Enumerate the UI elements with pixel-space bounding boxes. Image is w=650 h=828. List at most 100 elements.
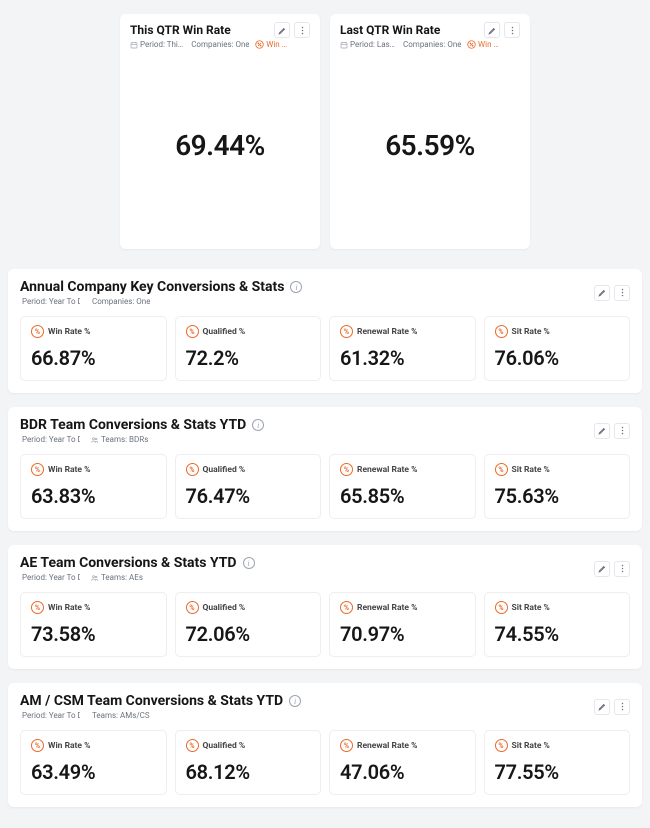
stat-value: 73.58% xyxy=(31,622,156,646)
stat-card: % Qualified % 72.06% xyxy=(175,592,322,657)
companies-icon: Companies: OneUp… xyxy=(189,40,249,49)
stat-value: 72.2% xyxy=(186,346,311,370)
stat-card: % Win Rate % 63.49% xyxy=(20,730,167,795)
stat-value: 76.06% xyxy=(495,346,620,370)
section-scope: Companies: OneUp Sales Demo xyxy=(92,297,150,306)
stat-card: % Sit Rate % 76.06% xyxy=(484,316,631,381)
stat-card: % Win Rate % 66.87% xyxy=(20,316,167,381)
stat-value: 63.49% xyxy=(31,760,156,784)
section-period: Period: Year To Date xyxy=(22,297,80,306)
stat-label: Qualified % xyxy=(203,603,246,613)
more-icon[interactable] xyxy=(504,22,520,38)
more-icon[interactable] xyxy=(614,285,630,301)
stat-card: % Renewal Rate % 61.32% xyxy=(329,316,476,381)
stat-grid: % Win Rate % 73.58% % Qualified % 72.06%… xyxy=(20,592,630,657)
stat-card: % Sit Rate % 77.55% xyxy=(484,730,631,795)
tile-value: 65.59% xyxy=(385,129,475,162)
tile-companies: Companies: OneUp… xyxy=(191,40,249,49)
edit-icon[interactable] xyxy=(594,561,610,577)
teams-icon: Teams: AEs xyxy=(90,573,143,582)
stat-label: Qualified % xyxy=(203,741,246,751)
percent-icon: % xyxy=(340,601,353,614)
teams-icon: Teams: AMs/CSMs xyxy=(90,711,150,720)
percent-icon: % xyxy=(495,463,508,476)
section-card: AM / CSM Team Conversions & Stats YTD i … xyxy=(8,683,642,807)
calendar-icon: Period: Year To Date xyxy=(20,711,80,720)
edit-icon[interactable] xyxy=(594,285,610,301)
tile-this-qtr: This QTR Win Rate Period: Thi… Companies… xyxy=(120,14,320,249)
stat-label: Sit Rate % xyxy=(512,603,550,613)
section-scope: Teams: AEs xyxy=(101,573,143,582)
percent-icon: % xyxy=(186,739,199,752)
more-icon[interactable] xyxy=(614,423,630,439)
section-title: Annual Company Key Conversions & Stats xyxy=(20,279,284,295)
stat-card: % Sit Rate % 75.63% xyxy=(484,454,631,519)
calendar-icon: Period: Year To Date xyxy=(20,297,80,306)
section-card: AE Team Conversions & Stats YTD i Period… xyxy=(8,545,642,669)
calendar-icon: Period: Year To Date xyxy=(20,435,80,444)
section-period: Period: Year To Date xyxy=(22,711,80,720)
more-icon[interactable] xyxy=(294,22,310,38)
info-icon[interactable]: i xyxy=(289,695,301,707)
tile-value: 69.44% xyxy=(175,129,265,162)
stat-label: Win Rate % xyxy=(48,603,90,613)
tile-last-qtr: Last QTR Win Rate Period: Las… Companies… xyxy=(330,14,530,249)
stat-grid: % Win Rate % 63.49% % Qualified % 68.12%… xyxy=(20,730,630,795)
more-icon[interactable] xyxy=(614,699,630,715)
calendar-icon: Period: Year To Date xyxy=(20,573,80,582)
section-title: BDR Team Conversions & Stats YTD xyxy=(20,417,246,433)
stat-label: Renewal Rate % xyxy=(357,741,417,751)
stat-value: 75.63% xyxy=(495,484,620,508)
calendar-icon: Period: Thi… xyxy=(130,40,183,49)
percent-icon: Win … xyxy=(255,40,287,49)
edit-icon[interactable] xyxy=(594,423,610,439)
tile-period: Period: Las… xyxy=(350,40,395,49)
stat-value: 63.83% xyxy=(31,484,156,508)
stat-value: 70.97% xyxy=(340,622,465,646)
percent-icon: % xyxy=(31,739,44,752)
percent-icon: Win … xyxy=(467,40,499,49)
stat-label: Renewal Rate % xyxy=(357,465,417,475)
stat-value: 61.32% xyxy=(340,346,465,370)
stat-card: % Win Rate % 73.58% xyxy=(20,592,167,657)
section-card: BDR Team Conversions & Stats YTD i Perio… xyxy=(8,407,642,531)
stat-label: Renewal Rate % xyxy=(357,327,417,337)
companies-icon: Companies: OneUp… xyxy=(401,40,461,49)
info-icon[interactable]: i xyxy=(243,557,255,569)
stat-card: % Win Rate % 63.83% xyxy=(20,454,167,519)
calendar-icon: Period: Las… xyxy=(340,40,395,49)
stat-label: Qualified % xyxy=(203,327,246,337)
percent-icon: % xyxy=(495,739,508,752)
info-icon[interactable]: i xyxy=(290,281,302,293)
companies-icon: Companies: OneUp Sales Demo xyxy=(90,297,150,306)
percent-icon: % xyxy=(340,739,353,752)
percent-icon: % xyxy=(186,325,199,338)
stat-grid: % Win Rate % 66.87% % Qualified % 72.2% … xyxy=(20,316,630,381)
stat-grid: % Win Rate % 63.83% % Qualified % 76.47%… xyxy=(20,454,630,519)
edit-icon[interactable] xyxy=(484,22,500,38)
stat-card: % Renewal Rate % 70.97% xyxy=(329,592,476,657)
section-card: Annual Company Key Conversions & Stats i… xyxy=(8,269,642,393)
stat-label: Sit Rate % xyxy=(512,741,550,751)
stat-card: % Sit Rate % 74.55% xyxy=(484,592,631,657)
stat-value: 72.06% xyxy=(186,622,311,646)
info-icon[interactable]: i xyxy=(252,419,264,431)
stat-label: Sit Rate % xyxy=(512,327,550,337)
percent-icon: % xyxy=(495,601,508,614)
percent-icon: % xyxy=(31,463,44,476)
top-tiles-row: This QTR Win Rate Period: Thi… Companies… xyxy=(0,0,650,269)
percent-icon: % xyxy=(31,325,44,338)
more-icon[interactable] xyxy=(614,561,630,577)
teams-icon: Teams: BDRs xyxy=(90,435,148,444)
edit-icon[interactable] xyxy=(594,699,610,715)
edit-icon[interactable] xyxy=(274,22,290,38)
stat-label: Renewal Rate % xyxy=(357,603,417,613)
stat-value: 76.47% xyxy=(186,484,311,508)
percent-icon: % xyxy=(340,325,353,338)
stat-card: % Qualified % 68.12% xyxy=(175,730,322,795)
stat-label: Sit Rate % xyxy=(512,465,550,475)
stat-label: Win Rate % xyxy=(48,741,90,751)
stat-label: Qualified % xyxy=(203,465,246,475)
stat-value: 66.87% xyxy=(31,346,156,370)
tile-tag: Win … xyxy=(266,40,287,49)
